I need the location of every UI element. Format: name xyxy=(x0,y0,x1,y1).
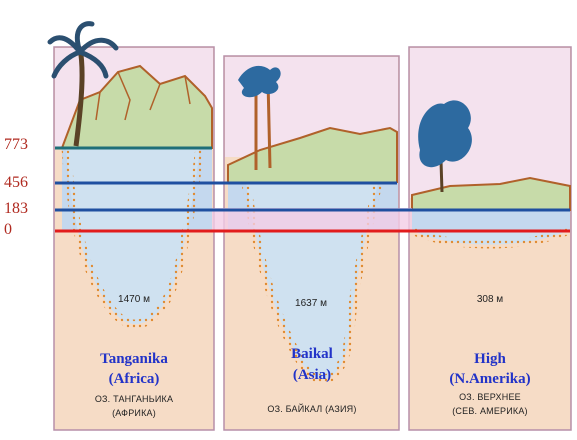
depth-label-baikal: 1637 м xyxy=(295,298,327,309)
panel-tanganika xyxy=(47,21,215,431)
ru-name-baikal: ОЗ. БАЙКАЛ (АЗИЯ) xyxy=(267,404,357,414)
depth-label-tanganika: 1470 м xyxy=(118,294,150,305)
pine-tree-icon xyxy=(238,65,281,170)
level-label-183: 183 xyxy=(4,200,28,217)
ru-region-high: (СЕВ. АМЕРИКА) xyxy=(452,406,528,416)
ru-name-tanganika: ОЗ. ТАНГАНЬИКА xyxy=(94,394,174,404)
lake-name-tanganika: Tanganika xyxy=(100,351,168,367)
level-label-456: 456 xyxy=(4,174,28,191)
level-label-0: 0 xyxy=(4,221,12,238)
level-lines xyxy=(55,146,570,233)
lake-region-high: (N.Amerika) xyxy=(449,371,531,387)
lake-name-high: High xyxy=(474,351,506,367)
lake-region-tanganika: (Africa) xyxy=(108,371,160,387)
panel-high xyxy=(408,46,572,431)
lake-region-baikal: (Asia) xyxy=(292,367,332,383)
palm-tree-icon xyxy=(47,21,119,147)
ru-region-tanganika: (АФРИКА) xyxy=(112,408,156,418)
lake-name-baikal: Baikal xyxy=(291,346,333,362)
ru-name-high: ОЗ. ВЕРХНЕЕ xyxy=(459,392,521,402)
depth-label-high: 308 м xyxy=(476,294,504,305)
leafy-tree-icon xyxy=(418,100,472,193)
mountains-icon xyxy=(60,64,213,149)
level-label-773: 773 xyxy=(4,136,28,153)
